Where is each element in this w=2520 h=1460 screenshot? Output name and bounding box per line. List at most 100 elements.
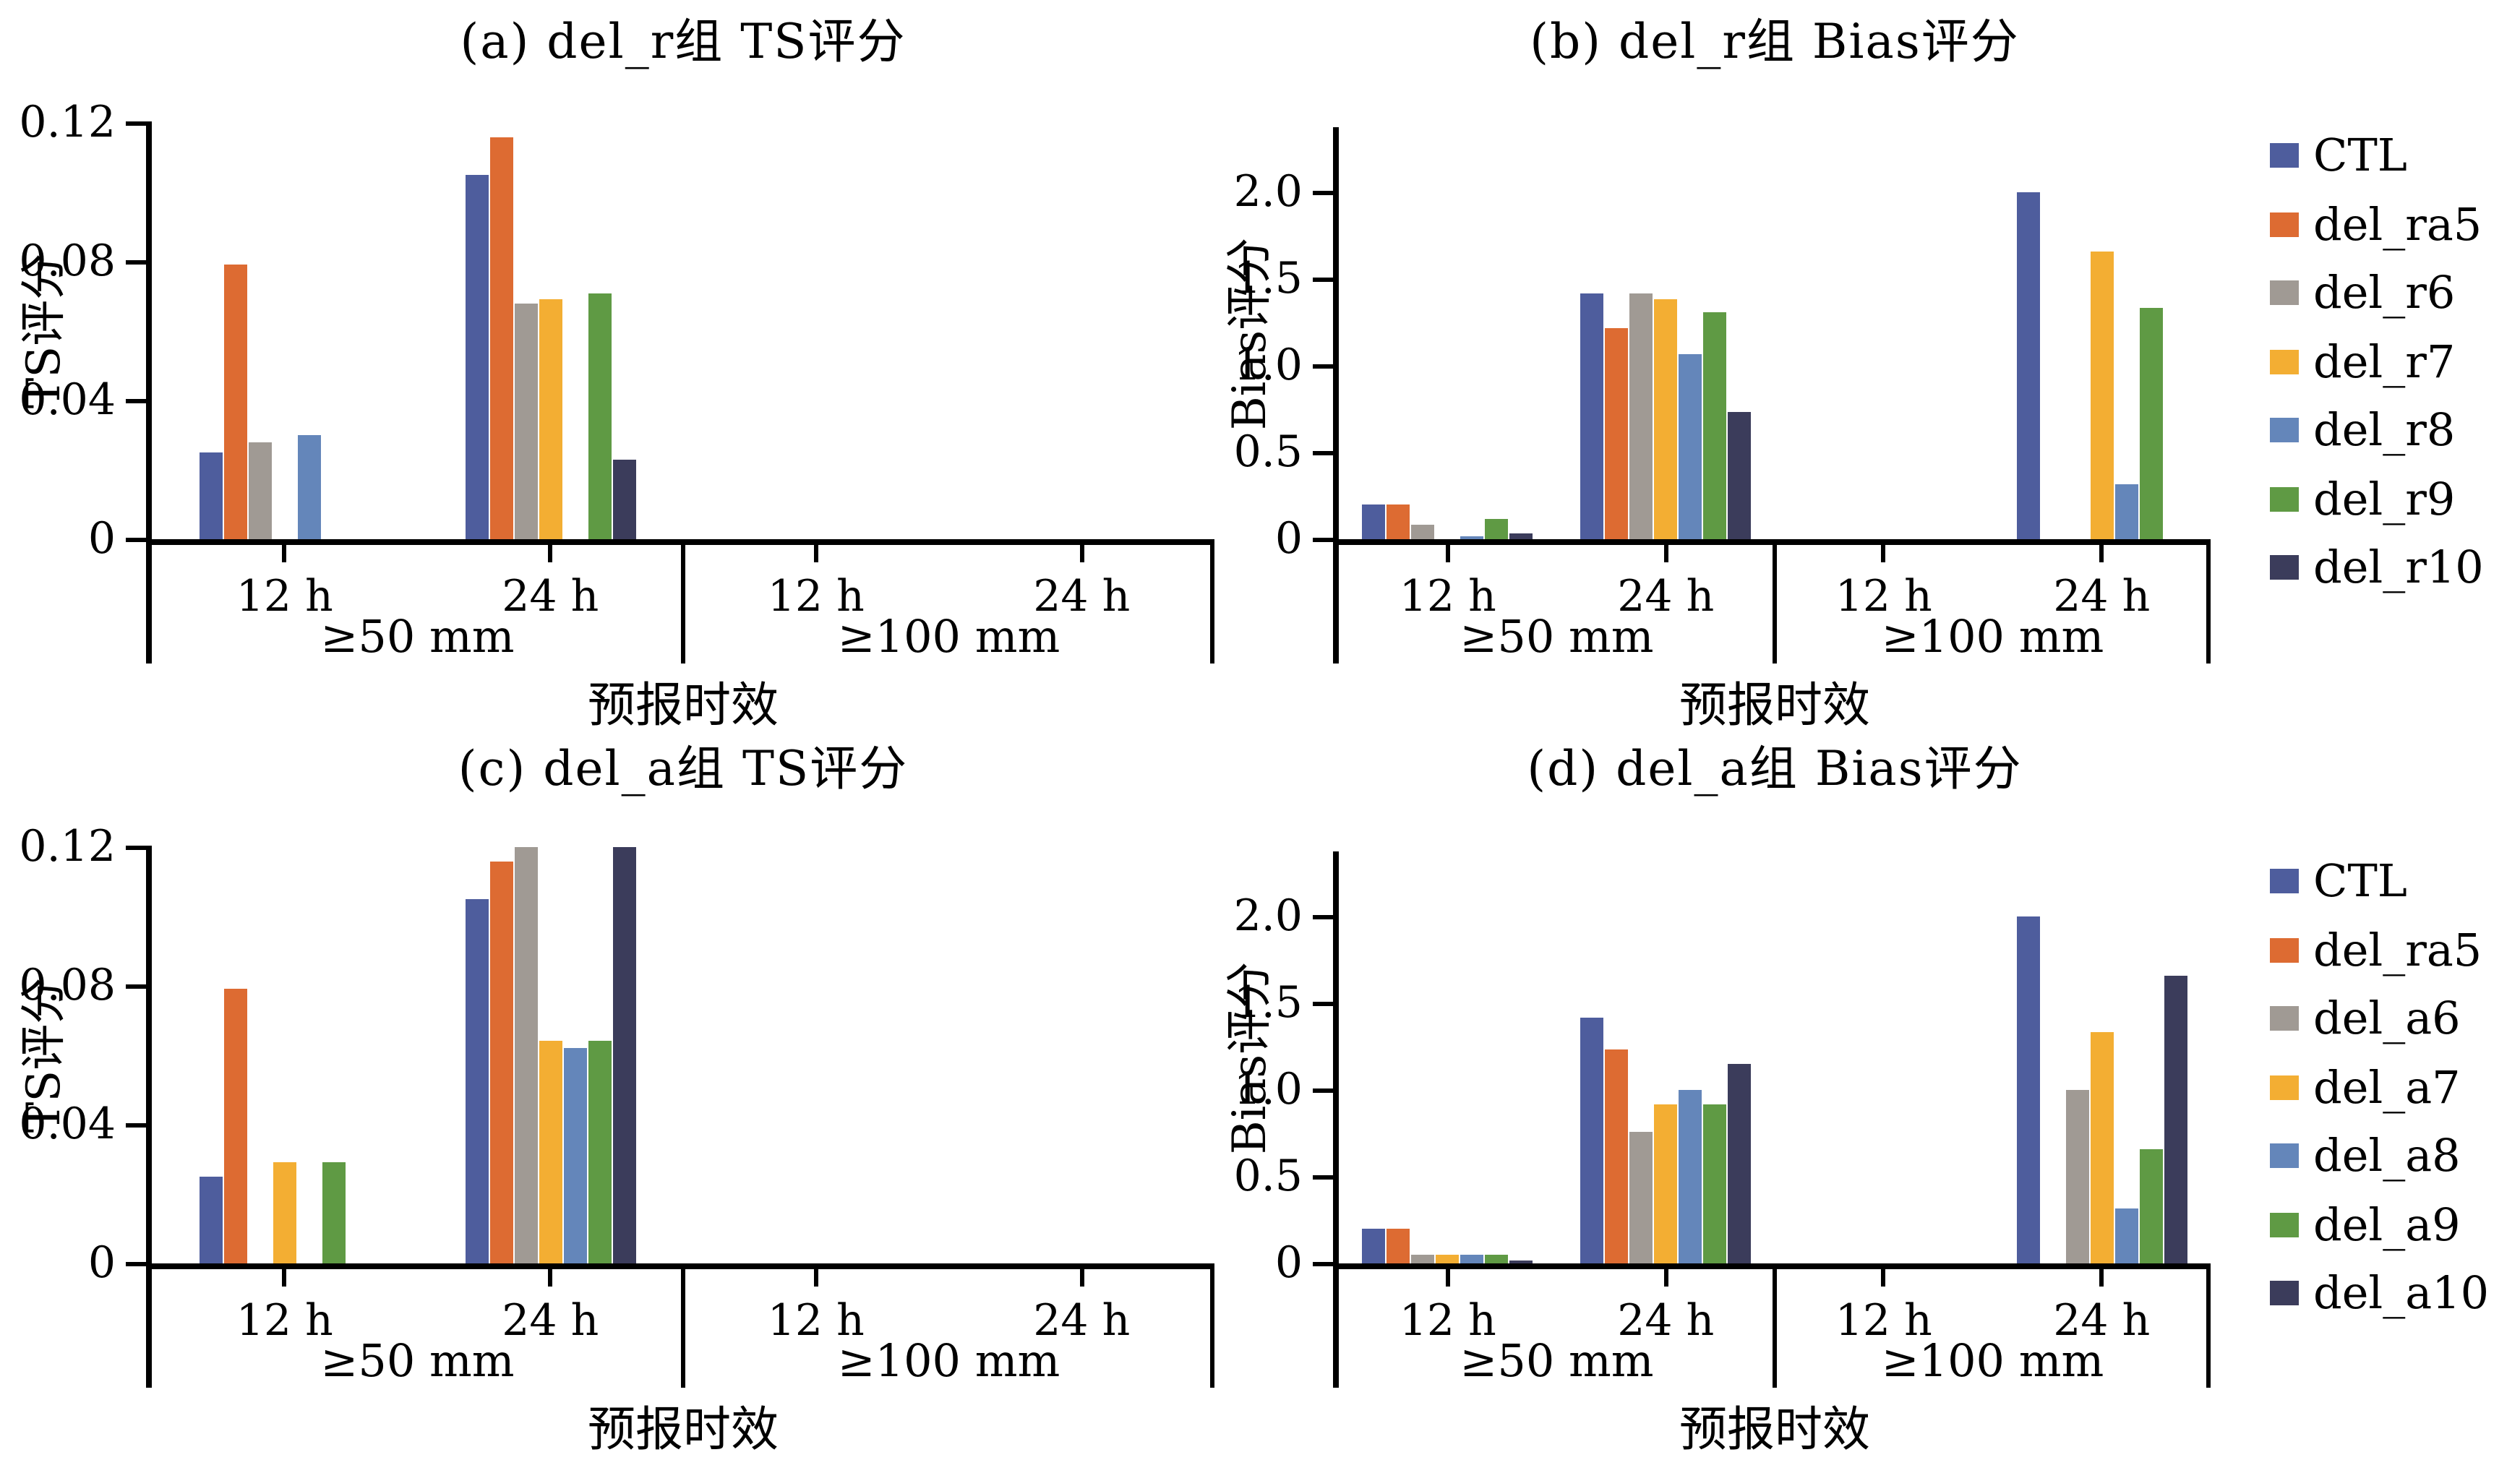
bar-del_a7 — [273, 1162, 296, 1263]
y-axis-line — [1333, 127, 1339, 664]
threshold-group-label: ≥100 mm — [1881, 611, 2104, 664]
legend-swatch-del_r7 — [2270, 349, 2299, 374]
y-tick-label: 1.0 — [1233, 1065, 1303, 1115]
y-tick-mark — [126, 259, 152, 264]
y-tick-label: 0.04 — [19, 375, 116, 426]
x-tick-label: 24 h — [1033, 1296, 1131, 1347]
y-tick-mark — [1313, 914, 1339, 919]
legend-swatch-del_a9 — [2270, 1212, 2299, 1237]
bar-del_r10 — [612, 459, 636, 539]
x-tick-label: 12 h — [1835, 1296, 1932, 1347]
bar-del_r8 — [1679, 353, 1702, 539]
y-tick-label: 0 — [87, 1238, 116, 1289]
y-tick-label: 0.12 — [19, 98, 116, 148]
legend-label-del_a7: del_a7 — [2313, 1062, 2461, 1114]
x-tick-mark — [282, 1263, 287, 1287]
bar-CTL — [1580, 293, 1604, 539]
bar-del_ra5 — [489, 861, 513, 1263]
y-tick-mark — [126, 537, 152, 541]
bar-del_a9 — [1485, 1255, 1509, 1263]
bar-CTL — [199, 452, 223, 539]
y-tick-label: 0.5 — [1233, 427, 1303, 478]
bar-CTL — [2016, 916, 2040, 1263]
bar-del_r6 — [1411, 525, 1435, 539]
bar-del_ra5 — [1387, 1229, 1410, 1263]
x-tick-mark — [813, 1263, 818, 1287]
group-divider — [1210, 539, 1214, 664]
bar-del_r7 — [539, 299, 562, 539]
legend-swatch-del_r9 — [2270, 486, 2299, 511]
bar-del_r9 — [588, 293, 612, 539]
y-tick-mark — [126, 398, 152, 403]
y-tick-mark — [1313, 277, 1339, 281]
bar-del_a10 — [1509, 1260, 1533, 1263]
bar-del_a7 — [2090, 1032, 2114, 1263]
bar-CTL — [465, 899, 489, 1263]
bar-del_a7 — [539, 1041, 562, 1263]
x-tick-mark — [1445, 539, 1450, 562]
bar-del_a6 — [514, 847, 538, 1263]
legend-swatch-del_ra5 — [2270, 937, 2299, 962]
threshold-group-label: ≥100 mm — [837, 1336, 1060, 1388]
legend-label-del_a8: del_a8 — [2313, 1130, 2461, 1182]
threshold-group-label: ≥50 mm — [320, 611, 515, 664]
y-tick-label: 2.0 — [1233, 167, 1303, 218]
bar-del_a6 — [2065, 1090, 2089, 1263]
bar-CTL — [1580, 1017, 1604, 1263]
x-tick-label: 24 h — [502, 1296, 599, 1347]
bar-del_r10 — [1509, 533, 1533, 539]
bar-del_r9 — [2139, 308, 2163, 539]
x-axis-label: 预报时效 — [588, 677, 779, 733]
bar-del_r8 — [1460, 536, 1484, 539]
x-tick-label: 12 h — [236, 572, 333, 622]
bar-del_a10 — [1728, 1064, 1752, 1263]
y-tick-mark — [1313, 1001, 1339, 1005]
legend-swatch-CTL — [2270, 869, 2299, 893]
x-tick-label: 12 h — [1399, 1296, 1496, 1347]
bar-del_a10 — [612, 847, 636, 1263]
bar-del_a9 — [2139, 1148, 2163, 1263]
legend-swatch-del_r10 — [2270, 555, 2299, 580]
group-divider — [681, 539, 685, 664]
legend-swatch-del_a6 — [2270, 1006, 2299, 1031]
x-tick-mark — [282, 539, 287, 562]
y-tick-mark — [1313, 1175, 1339, 1179]
legend-label-CTL: CTL — [2313, 130, 2407, 182]
legend-label-del_r7: del_r7 — [2313, 336, 2456, 388]
y-tick-label: 0.5 — [1233, 1151, 1303, 1202]
threshold-group-label: ≥100 mm — [837, 611, 1060, 664]
x-tick-label: 12 h — [767, 572, 865, 622]
y-tick-label: 1.5 — [1233, 254, 1303, 304]
legend-label-del_r9: del_r9 — [2313, 473, 2456, 525]
bar-del_a8 — [563, 1048, 587, 1263]
y-tick-label: 1.0 — [1233, 340, 1303, 391]
bar-del_a6 — [1629, 1131, 1653, 1263]
legend-label-del_ra5: del_ra5 — [2313, 924, 2482, 976]
panel-title: (b) del_r组 Bias评分 — [1530, 13, 2020, 69]
bar-del_r10 — [1728, 412, 1752, 539]
bar-del_a8 — [2114, 1208, 2138, 1263]
legend-label-del_r10: del_r10 — [2313, 542, 2484, 594]
x-tick-mark — [1881, 539, 1886, 562]
bar-del_a7 — [1654, 1104, 1678, 1263]
bar-del_a6 — [1411, 1255, 1435, 1263]
legend-swatch-del_a8 — [2270, 1143, 2299, 1168]
y-tick-label: 0.04 — [19, 1099, 116, 1150]
y-tick-mark — [1313, 190, 1339, 194]
bar-del_a10 — [2164, 975, 2187, 1263]
y-axis-line — [146, 123, 152, 664]
group-divider — [681, 1263, 685, 1388]
y-tick-mark — [1313, 1261, 1339, 1266]
bar-CTL — [465, 175, 489, 539]
y-tick-mark — [126, 121, 152, 125]
y-tick-mark — [1313, 537, 1339, 541]
panel-title: (d) del_a组 Bias评分 — [1527, 740, 2023, 796]
y-tick-label: 0 — [87, 514, 116, 564]
threshold-group-label: ≥50 mm — [1460, 611, 1654, 664]
bar-del_a8 — [1460, 1255, 1484, 1263]
x-axis-line — [1333, 1263, 2211, 1269]
x-tick-label: 24 h — [502, 572, 599, 622]
group-divider — [2206, 1263, 2211, 1388]
